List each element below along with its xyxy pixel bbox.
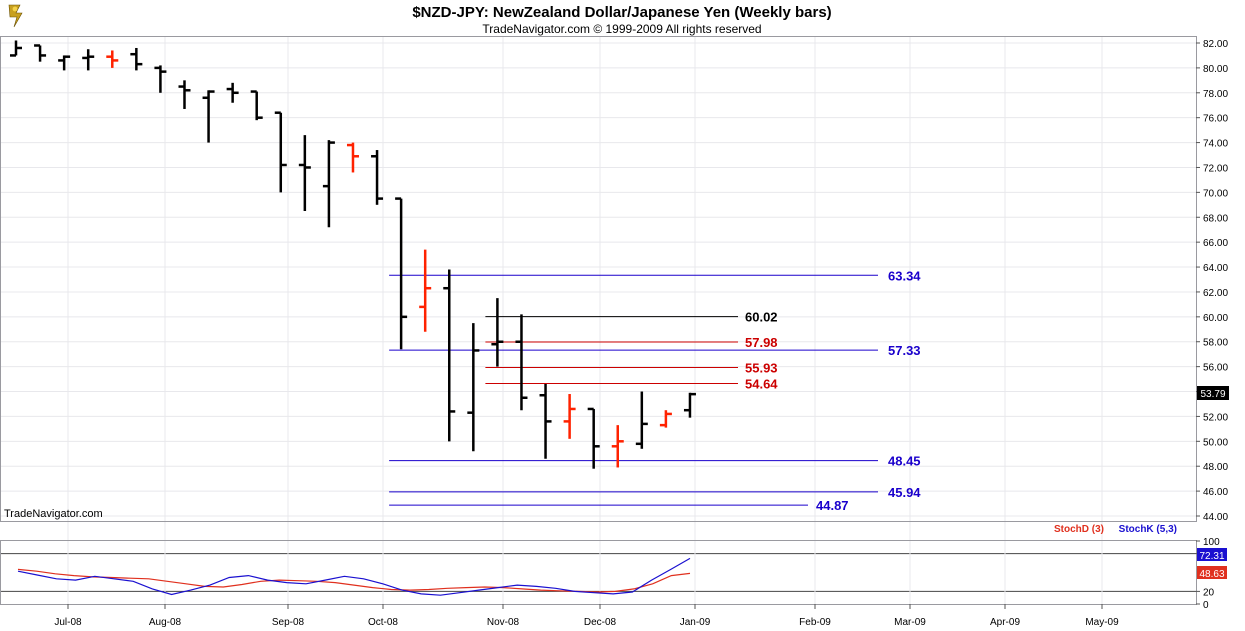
- price-tick-label: 70.00: [1203, 188, 1228, 199]
- stochastic-lines: [17, 557, 691, 596]
- price-tick-label: 62.00: [1203, 288, 1228, 299]
- watermark-text: TradeNavigator.com: [4, 508, 103, 520]
- time-tick-label: Jan-09: [680, 617, 711, 628]
- ohlc-bar: [202, 90, 215, 143]
- ohlc-bar: [563, 394, 576, 439]
- level-label: 57.98: [745, 335, 778, 350]
- stoch-k-value: 72.31: [1199, 551, 1224, 562]
- stochastic-tick-label: 0: [1203, 600, 1209, 611]
- last-price-label: 53.79: [1200, 389, 1225, 400]
- time-tick-label: Mar-09: [894, 617, 926, 628]
- level-label: 45.94: [888, 485, 921, 500]
- ohlc-bar: [250, 90, 263, 121]
- ohlc-bar: [395, 197, 408, 350]
- price-tick-label: 80.00: [1203, 64, 1228, 75]
- stoch-k-value-tag: [1197, 548, 1227, 561]
- ohlc-bar: [443, 269, 456, 442]
- level-label: 60.02: [745, 310, 778, 325]
- stochastic-panel-border: [0, 540, 1197, 605]
- ohlc-bar: [539, 384, 552, 459]
- price-tick-label: 82.00: [1203, 39, 1228, 50]
- time-axis: Jul-08 Aug-08 Sep-08 Oct-08 Nov-08 Dec-08 Jan-…: [54, 604, 1119, 628]
- ohlc-bar: [130, 47, 143, 71]
- ohlc-bar: [274, 111, 287, 193]
- time-tick-label: Apr-09: [990, 617, 1020, 628]
- legend-stoch-d: StochD (3): [1054, 524, 1104, 535]
- price-tick-label: 46.00: [1203, 487, 1228, 498]
- price-tick-label: 72.00: [1203, 163, 1228, 174]
- ohlc-bar: [178, 80, 191, 109]
- ohlc-bar: [58, 55, 71, 71]
- price-tick-label: 64.00: [1203, 263, 1228, 274]
- ohlc-bar: [10, 40, 22, 57]
- time-tick-label: Sep-08: [272, 617, 305, 628]
- ohlc-bar: [298, 135, 311, 212]
- ohlc-bar: [346, 142, 359, 173]
- price-panel-border: [0, 36, 1197, 522]
- ohlc-bar: [491, 298, 504, 367]
- level-label: 44.87: [816, 498, 849, 513]
- price-tick-label: 60.00: [1203, 313, 1228, 324]
- ohlc-bar: [635, 391, 648, 449]
- level-label: 55.93: [745, 361, 778, 376]
- time-tick-label: Dec-08: [584, 617, 617, 628]
- time-tick-label: Nov-08: [487, 617, 520, 628]
- ohlc-bar: [683, 392, 696, 418]
- stoch-d-value: 48.63: [1199, 569, 1224, 580]
- chart-title: $NZD-JPY: NewZealand Dollar/Japanese Yen…: [412, 4, 831, 21]
- tradenavigator-logo-icon: [8, 4, 23, 28]
- stochastic-tick-label: 100: [1203, 537, 1220, 548]
- stochastic-gridlines: [1, 553, 1196, 592]
- price-tick-label: 78.00: [1203, 89, 1228, 100]
- last-price-tag: [1197, 386, 1229, 400]
- price-tick-label: 68.00: [1203, 213, 1228, 224]
- stochastic-series-line: [17, 568, 691, 593]
- ohlc-bar: [659, 410, 672, 428]
- time-tick-label: Feb-09: [799, 617, 831, 628]
- price-tick-label: 56.00: [1203, 363, 1228, 374]
- ohlc-bar: [467, 323, 480, 452]
- price-tick-label: 44.00: [1203, 512, 1228, 523]
- stoch-d-value-tag: [1197, 566, 1227, 579]
- level-label: 63.34: [888, 268, 921, 283]
- time-tick-label: May-09: [1085, 617, 1119, 628]
- price-tick-label: 76.00: [1203, 114, 1228, 125]
- ohlc-bar: [587, 407, 600, 469]
- price-tick-label: 52.00: [1203, 412, 1228, 423]
- time-tick-label: Oct-08: [368, 617, 398, 628]
- ohlc-bar: [322, 140, 335, 228]
- time-tick-label: Aug-08: [149, 617, 182, 628]
- time-tick-label: Jul-08: [54, 617, 82, 628]
- price-tick-label: 50.00: [1203, 437, 1228, 448]
- price-axis: 82.00 80.00 78.00 76.00 74.00 72.00 70.00 68.00…: [1196, 39, 1228, 523]
- stochastic-series-line: [17, 557, 691, 596]
- ohlc-bar: [371, 150, 384, 205]
- chart-subtitle: TradeNavigator.com © 1999-2009 All right…: [482, 22, 761, 36]
- price-tick-label: 66.00: [1203, 238, 1228, 249]
- price-tick-label: 48.00: [1203, 462, 1228, 473]
- ohlc-bar: [515, 314, 528, 411]
- ohlc-bar: [106, 50, 119, 68]
- ohlc-bar: [226, 82, 239, 103]
- level-label: 48.45: [888, 454, 921, 469]
- level-label: 57.33: [888, 343, 921, 358]
- time-gridlines: [67, 37, 1103, 604]
- ohlc-bar: [154, 65, 167, 93]
- ohlc-bar: [34, 44, 47, 62]
- price-tick-label: 58.00: [1203, 338, 1228, 349]
- ohlc-bar: [419, 249, 432, 332]
- ohlc-bars: [10, 40, 696, 469]
- ohlc-bar: [82, 49, 95, 71]
- ohlc-bar: [611, 425, 624, 468]
- stochastic-tick-label: 20: [1203, 587, 1215, 598]
- level-label: 54.64: [745, 377, 778, 392]
- legend-stoch-k: StochK (5,3): [1119, 524, 1177, 535]
- price-tick-label: 74.00: [1203, 139, 1228, 150]
